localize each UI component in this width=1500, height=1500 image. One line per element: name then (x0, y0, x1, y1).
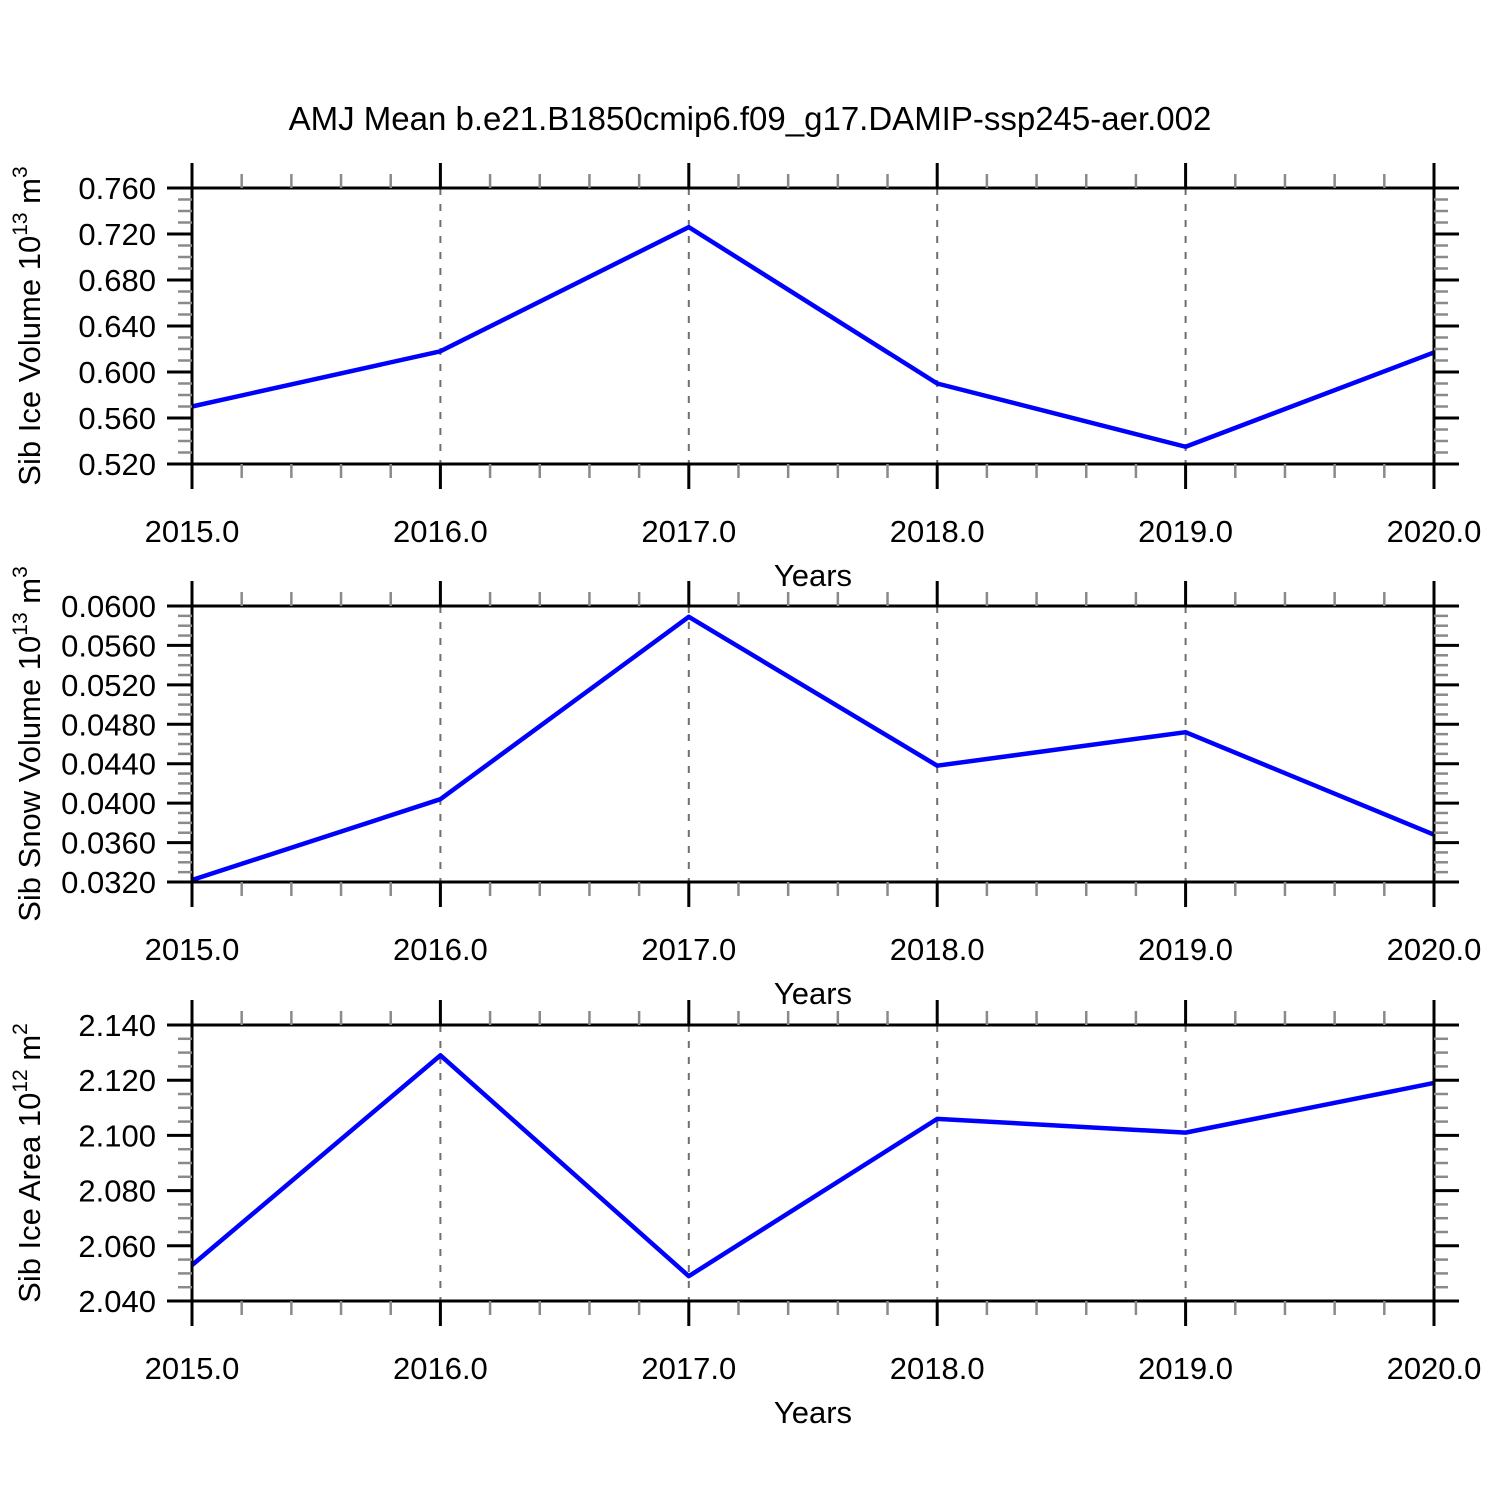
y-tick-label: 0.560 (78, 401, 156, 436)
y-tick-label: 0.680 (78, 263, 156, 298)
y-axis-title: Sib Snow Volume 1013 m3 (9, 566, 47, 922)
y-axis: 0.0320 0.0360 0.0400 0.0440 0.0480 0.0520 0.05… (61, 589, 1459, 900)
x-tick-label: 2018.0 (890, 1351, 985, 1386)
x-tick-label: 2016.0 (393, 1351, 488, 1386)
panel-sib-ice-volume: 0.5200.5600.6000.6400.6800.7200.7602015.… (9, 163, 1481, 593)
x-axis-title: Years (774, 558, 852, 593)
gridlines (439, 1025, 1187, 1301)
x-tick-label: 2016.0 (393, 932, 488, 967)
x-axis-title: Years (774, 976, 852, 1011)
plot-frame (167, 1000, 1459, 1326)
chart-title: AMJ Mean b.e21.B1850cmip6.f09_g17.DAMIP-… (288, 100, 1212, 137)
y-tick-label: 0.600 (78, 355, 156, 390)
x-axis: 2015.0 2016.0 2017.0 2018.0 2019.0 2020.0 (145, 163, 1482, 549)
plot-frame (167, 163, 1459, 489)
x-axis-title: Years (774, 1395, 852, 1430)
data-line-sib-snow-volume (191, 614, 1435, 883)
x-tick-label: 2020.0 (1387, 514, 1482, 549)
x-tick-label: 2019.0 (1138, 1351, 1233, 1386)
y-tick-label: 0.640 (78, 309, 156, 344)
x-axis: 2015.0 2016.0 2017.0 2018.0 2019.0 2020.0 (145, 1000, 1482, 1386)
x-tick-label: 2017.0 (641, 1351, 736, 1386)
y-tick-label: 0.760 (78, 171, 156, 206)
y-tick-label: 2.060 (78, 1229, 156, 1264)
panel-sib-ice-area: 2.040 2.060 2.080 2.100 2.120 2.140 2015.0 2016… (9, 1000, 1481, 1430)
x-tick-label: 2017.0 (641, 514, 736, 549)
y-axis-title: Sib Ice Area 1012 m2 (9, 1023, 47, 1303)
panel-sib-snow-volume: 0.0320 0.0360 0.0400 0.0440 0.0480 0.0520 0.05… (9, 566, 1481, 1011)
y-tick-label: 2.100 (78, 1118, 156, 1153)
y-tick-label: 2.140 (78, 1008, 156, 1043)
gridlines (439, 606, 1187, 882)
x-tick-label: 2018.0 (890, 932, 985, 967)
y-tick-label: 0.0400 (61, 786, 156, 821)
x-tick-label: 2018.0 (890, 514, 985, 549)
x-tick-label: 2020.0 (1387, 932, 1482, 967)
x-tick-label: 2017.0 (641, 932, 736, 967)
y-tick-label: 0.0440 (61, 747, 156, 782)
x-tick-label: 2016.0 (393, 514, 488, 549)
y-tick-label: 0.520 (78, 447, 156, 482)
x-tick-label: 2015.0 (145, 514, 240, 549)
y-tick-label: 0.0480 (61, 707, 156, 742)
y-tick-label: 0.0520 (61, 668, 156, 703)
y-tick-label: 2.120 (78, 1063, 156, 1098)
y-tick-label: 0.0600 (61, 589, 156, 624)
y-tick-label: 0.0320 (61, 865, 156, 900)
x-tick-label: 2015.0 (145, 932, 240, 967)
gridlines (439, 188, 1187, 464)
y-tick-label: 0.0360 (61, 826, 156, 861)
x-tick-label: 2015.0 (145, 1351, 240, 1386)
y-axis-title: Sib Ice Volume 1013 m3 (9, 166, 47, 485)
x-tick-label: 2019.0 (1138, 514, 1233, 549)
x-axis: 2015.0 2016.0 2017.0 2018.0 2019.0 2020.0 (145, 581, 1482, 967)
y-axis: 0.520 0.560 0.600 0.640 0.680 0.720 0.760 (78, 171, 1459, 482)
y-tick-label: 2.080 (78, 1174, 156, 1209)
data-line-sib-ice-area (190, 1053, 1435, 1279)
y-tick-label: 2.040 (78, 1284, 156, 1319)
plot-frame (167, 581, 1459, 907)
y-tick-label: 0.0560 (61, 628, 156, 663)
x-tick-label: 2019.0 (1138, 932, 1233, 967)
y-tick-label: 0.720 (78, 217, 156, 252)
y-axis: 2.040 2.060 2.080 2.100 2.120 2.140 (78, 1008, 1459, 1319)
x-tick-label: 2020.0 (1387, 1351, 1482, 1386)
data-line-sib-ice-volume (191, 224, 1435, 449)
